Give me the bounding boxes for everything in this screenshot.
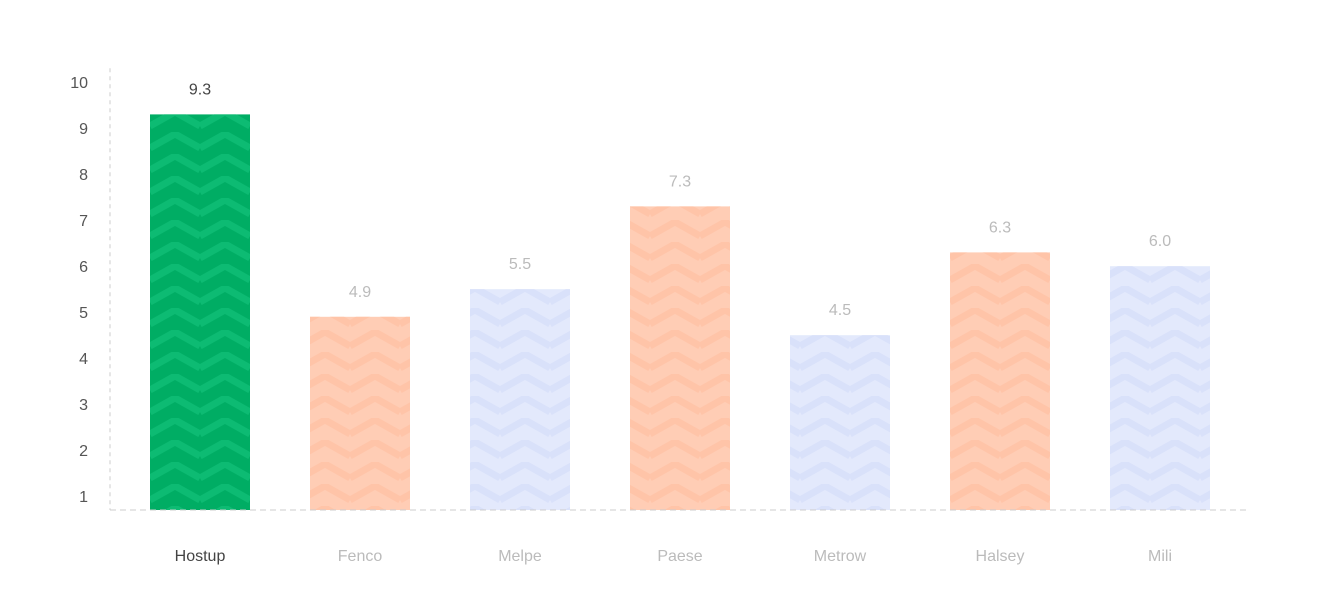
- y-tick-label: 1: [79, 489, 88, 506]
- data-label: 7.3: [669, 173, 691, 190]
- bar-pattern: [950, 252, 1050, 510]
- bar-pattern: [1110, 266, 1210, 510]
- x-tick-label: Fenco: [338, 548, 383, 565]
- y-tick-label: 7: [79, 213, 88, 230]
- data-label: 6.0: [1149, 233, 1171, 250]
- bars-group: 9.3 4.9 5.5 7.3 4.5 6.3 6.0: [150, 81, 1210, 511]
- x-tick-label: Melpe: [498, 548, 542, 565]
- bar-metrow[interactable]: 4.5: [790, 302, 890, 510]
- bar-paese[interactable]: 7.3: [630, 173, 730, 510]
- y-tick-label: 8: [79, 167, 88, 184]
- bar-mili[interactable]: 6.0: [1110, 233, 1210, 510]
- y-tick-label: 3: [79, 397, 88, 414]
- x-axis: Hostup Fenco Melpe Paese Metrow Halsey Mili: [110, 509, 1250, 565]
- y-axis: 1 2 3 4 5 6 7 8 9 10: [70, 68, 111, 510]
- x-tick-label: Paese: [657, 548, 702, 565]
- bar-pattern: [470, 289, 570, 510]
- bar-pattern: [790, 335, 890, 510]
- bar-halsey[interactable]: 6.3: [950, 219, 1050, 510]
- x-tick-label: Hostup: [175, 548, 226, 565]
- bar-pattern: [310, 316, 410, 510]
- data-label: 5.5: [509, 256, 531, 273]
- bar-melpe[interactable]: 5.5: [470, 256, 570, 510]
- bar-pattern: [630, 206, 730, 510]
- bar-pattern: [150, 114, 250, 511]
- y-tick-label: 10: [70, 75, 88, 92]
- y-tick-label: 9: [79, 121, 88, 138]
- data-label: 9.3: [189, 81, 211, 98]
- y-tick-label: 6: [79, 259, 88, 276]
- x-tick-label: Metrow: [814, 548, 867, 565]
- y-tick-label: 4: [79, 351, 88, 368]
- y-tick-label: 5: [79, 305, 88, 322]
- data-label: 4.9: [349, 284, 371, 301]
- x-tick-label: Halsey: [976, 548, 1025, 565]
- x-tick-label: Mili: [1148, 548, 1172, 565]
- data-label: 6.3: [989, 219, 1011, 236]
- bar-fenco[interactable]: 4.9: [310, 284, 410, 510]
- bar-hostup[interactable]: 9.3: [150, 81, 250, 511]
- data-label: 4.5: [829, 302, 851, 319]
- y-tick-label: 2: [79, 443, 88, 460]
